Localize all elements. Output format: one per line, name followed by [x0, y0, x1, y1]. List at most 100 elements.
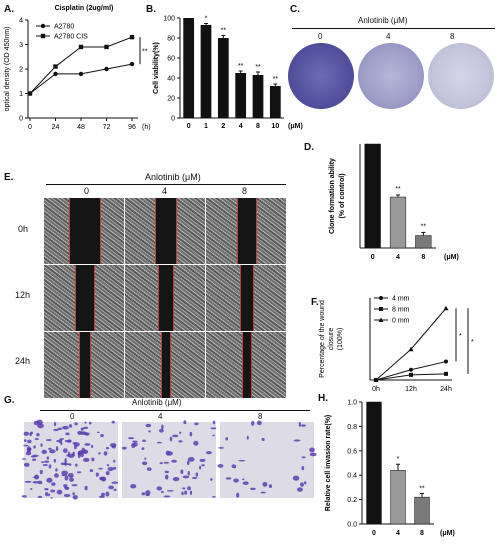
invasion-cell-dot [49, 449, 56, 454]
invasion-cell-dot [182, 487, 186, 490]
chart-f-point [408, 346, 414, 352]
invasion-cell-dot [61, 425, 69, 430]
invasion-cell-dot [158, 428, 164, 433]
invasion-cell-dot [36, 433, 40, 437]
chart-d-xtick-label: 8 [421, 254, 425, 261]
chart-f-point [444, 371, 448, 376]
panel-c-title-rule [292, 28, 495, 29]
chart-f-wound-closure: Percentage of the wound closure (100%) 0h 12… [319, 296, 474, 394]
invasion-cell-dot [187, 470, 190, 476]
wound-gap [237, 198, 257, 264]
panel-g-title: Anlotinib (μM) [132, 398, 182, 407]
invasion-cell-dot [69, 477, 74, 482]
invasion-cell-dot [262, 481, 268, 487]
invasion-cell-dot [44, 460, 50, 463]
chart-a-legend-marker [40, 23, 46, 29]
invasion-cell-dot [100, 434, 104, 438]
invasion-cell-dot [111, 420, 116, 424]
invasion-cell-dot [84, 421, 87, 424]
invasion-cell-dot [61, 474, 68, 477]
invasion-cell-dot [225, 437, 229, 441]
wound-image-tile [125, 198, 205, 264]
invasion-cell-dot [80, 451, 87, 454]
invasion-cell-dot [83, 426, 89, 430]
wound-image-tile [206, 265, 286, 331]
invasion-cell-dot [68, 424, 73, 428]
invasion-cell-dot [301, 466, 305, 471]
invasion-cell-dot [64, 486, 69, 489]
invasion-cell-dot [241, 478, 245, 481]
invasion-cell-dot [37, 480, 43, 485]
invasion-cell-dot [159, 462, 163, 465]
invasion-cell-dot [212, 495, 216, 498]
invasion-cell-dot [250, 487, 256, 491]
chart-f-legend-marker [379, 307, 383, 311]
invasion-cell-dot [48, 493, 51, 497]
invasion-cell-dot [32, 481, 40, 484]
invasion-cell-dot [80, 431, 87, 435]
invasion-cell-dot [100, 492, 105, 497]
chart-f-xtick-label: 12h [405, 386, 417, 393]
invasion-cell-dot [23, 462, 30, 467]
invasion-cell-dot [42, 463, 48, 466]
panel-e-wound-images: Anlotinib (μM) 0 4 8 0h 12h 24h [0, 172, 290, 402]
invasion-cell-dot [37, 495, 43, 499]
invasion-cell-dot [163, 461, 170, 464]
invasion-cell-dot [189, 431, 193, 437]
panel-e-row-12h: 12h [15, 290, 31, 300]
chart-a-xtick-label: 72 [103, 124, 111, 131]
invasion-cell-dot [130, 483, 137, 489]
chart-f-ylabel-line3: (100%) [337, 328, 344, 351]
chart-a-legend-marker [40, 33, 46, 39]
invasion-cell-dot [182, 475, 190, 479]
chart-a-series-line [29, 63, 133, 94]
invasion-cell-dot [26, 446, 31, 452]
chart-h-bar [414, 496, 430, 525]
invasion-cell-dot [27, 439, 32, 444]
chart-h-xtick-label: 0 [372, 530, 376, 537]
chart-a-point [53, 64, 58, 69]
invasion-image-grid [21, 419, 317, 500]
chart-a-cell-growth: Cisplatin (2ug/ml) 0 1 2 3 4 0 24 48 72 96 (h) optic… [4, 5, 151, 131]
invasion-cell-dot [199, 465, 202, 470]
chart-a-xtick-label: 0 [28, 124, 32, 131]
chart-h-ytick-label: 0.0 [347, 522, 357, 529]
invasion-cell-dot [191, 476, 198, 480]
invasion-cell-dot [164, 470, 170, 473]
invasion-cell-dot [251, 421, 255, 426]
chart-f-legend-marker [378, 317, 384, 322]
invasion-cell-dot [304, 481, 307, 485]
invasion-cell-dot [63, 493, 71, 498]
chart-f-ylabel-line2: closure [328, 328, 335, 351]
invasion-cell-dot [189, 490, 193, 496]
invasion-cell-dot [33, 445, 36, 449]
invasion-cell-dot [41, 449, 47, 455]
invasion-cell-dot [54, 473, 59, 478]
invasion-cell-dot [108, 485, 114, 490]
invasion-cell-dot [65, 432, 70, 436]
invasion-cell-dot [91, 444, 94, 449]
invasion-cell-dot [62, 448, 68, 454]
wound-gap [79, 332, 91, 398]
chart-d-xtick-label: 0 [371, 254, 375, 261]
invasion-cell-dot [268, 484, 273, 488]
invasion-cell-dot [156, 486, 163, 491]
chart-f-point [444, 359, 448, 364]
chart-a-point [78, 71, 84, 77]
wound-image-tile [44, 265, 124, 331]
invasion-cell-dot [171, 459, 178, 463]
invasion-cell-dot [39, 469, 43, 475]
wound-gap [161, 332, 171, 398]
panel-label-f: F. [311, 297, 319, 308]
invasion-cell-dot [165, 450, 171, 456]
colony-plate-0 [288, 43, 354, 109]
invasion-cell-dot [76, 471, 82, 474]
invasion-cell-dot [292, 475, 300, 481]
panel-g-title-rule [40, 410, 310, 411]
chart-a-ytick-label: 4 [19, 18, 23, 25]
chart-b-xtick-label: 1 [204, 123, 208, 130]
invasion-cell-dot [160, 490, 164, 494]
invasion-cell-dot [46, 477, 53, 483]
invasion-cell-dot [181, 491, 184, 496]
invasion-cell-dot [309, 452, 317, 457]
